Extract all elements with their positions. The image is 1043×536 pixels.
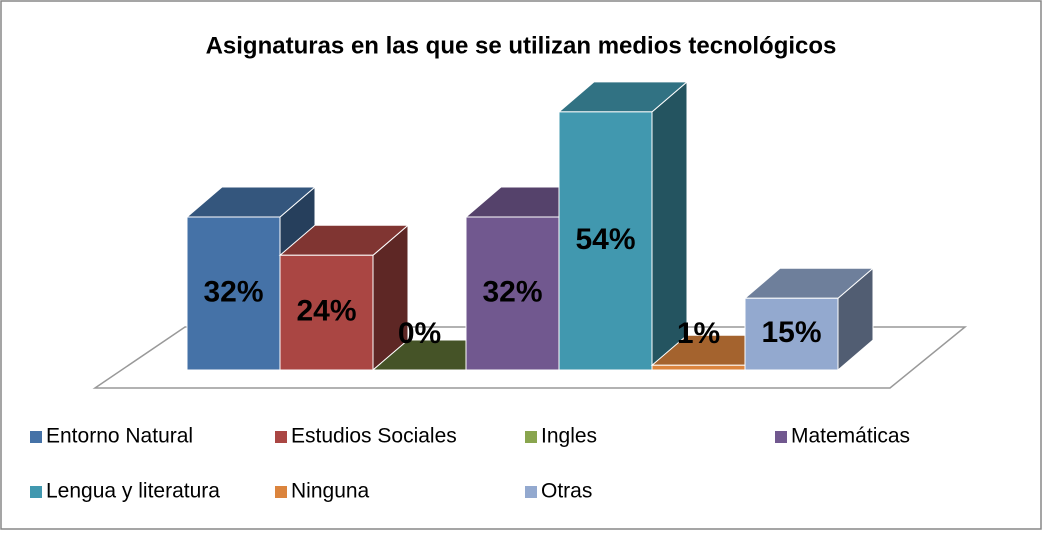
legend-swatch	[275, 431, 287, 443]
value-label: 0%	[398, 317, 441, 350]
value-label: 15%	[761, 316, 821, 349]
bar-front	[651, 364, 746, 371]
value-label: 24%	[296, 295, 356, 328]
legend-label: Entorno Natural	[46, 425, 193, 448]
value-label: 1%	[677, 317, 720, 350]
legend-swatch	[30, 486, 42, 498]
bar	[557, 80, 689, 372]
legend-swatch	[775, 431, 787, 443]
value-label: 54%	[575, 223, 635, 256]
legend-label: Matemáticas	[791, 425, 910, 448]
value-label: 32%	[482, 275, 542, 308]
legend-label: Estudios Sociales	[291, 425, 457, 448]
legend-label: Ingles	[541, 425, 597, 448]
chart-title: Asignaturas en las que se utilizan medio…	[206, 32, 837, 59]
legend-swatch	[525, 486, 537, 498]
legend-swatch	[275, 486, 287, 498]
bar	[743, 267, 875, 372]
bar-front	[744, 297, 839, 371]
legend-label: Ninguna	[291, 480, 370, 503]
value-label: 32%	[203, 275, 263, 308]
legend-swatch	[525, 431, 537, 443]
legend-label: Otras	[541, 480, 592, 503]
legend-label: Lengua y literatura	[46, 480, 220, 503]
bar	[278, 224, 410, 372]
legend-swatch	[30, 431, 42, 443]
